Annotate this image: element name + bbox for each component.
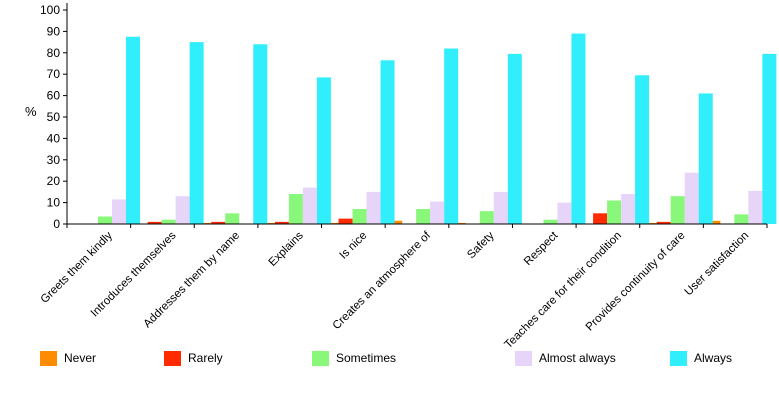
y-tick-label: 90 bbox=[47, 24, 61, 38]
bar-almost-always bbox=[684, 172, 699, 224]
bar-always bbox=[189, 42, 204, 224]
bar-sometimes bbox=[607, 200, 622, 224]
bar-always bbox=[316, 77, 331, 224]
bar-sometimes bbox=[352, 209, 367, 224]
bar-rarely bbox=[338, 218, 353, 224]
y-tick-label: 30 bbox=[47, 153, 61, 167]
y-tick-label: 50 bbox=[47, 110, 61, 124]
y-tick-label: 40 bbox=[47, 131, 61, 145]
bar-sometimes bbox=[225, 213, 240, 224]
bar-never bbox=[706, 220, 721, 224]
bar-sometimes bbox=[734, 214, 749, 224]
bar-sometimes bbox=[543, 219, 558, 224]
legend: Never Rarely Sometimes Almost always Always bbox=[40, 351, 732, 366]
bar-almost-always bbox=[112, 199, 126, 224]
y-tick-label: 20 bbox=[47, 174, 61, 188]
legend-label: Never bbox=[64, 351, 96, 365]
bar-never bbox=[197, 222, 212, 224]
bar-sometimes bbox=[416, 209, 431, 224]
bar-sometimes bbox=[479, 211, 494, 224]
legend-label: Rarely bbox=[188, 351, 223, 365]
x-category-label: Teaches care for their condition bbox=[503, 230, 624, 351]
x-category-label: User satisfaction bbox=[683, 230, 752, 299]
bar-almost-always bbox=[175, 196, 190, 224]
legend-swatch bbox=[515, 351, 532, 366]
bar-never bbox=[642, 222, 657, 224]
x-category-label: Respect bbox=[522, 229, 561, 268]
x-category-label: Safety bbox=[465, 229, 497, 261]
legend-label: Almost always bbox=[539, 351, 616, 365]
bar-always bbox=[571, 33, 586, 224]
bar-always bbox=[126, 36, 140, 224]
legend-swatch bbox=[670, 351, 687, 366]
y-tick-label: 0 bbox=[53, 217, 60, 231]
bar-always bbox=[635, 75, 650, 225]
bar-rarely bbox=[211, 221, 226, 224]
bar-almost-always bbox=[430, 201, 445, 224]
bar-rarely bbox=[593, 213, 608, 224]
bar-sometimes bbox=[288, 194, 303, 224]
bar-sometimes bbox=[670, 196, 685, 224]
x-category-label: Is nice bbox=[337, 230, 369, 262]
y-tick-label: 10 bbox=[47, 196, 61, 210]
bar-never bbox=[260, 222, 275, 224]
y-tick-label: 70 bbox=[47, 67, 61, 81]
y-axis-ticks: 0 10 20 30 40 50 60 70 80 90 100 bbox=[40, 3, 67, 231]
bar-never bbox=[324, 222, 339, 224]
bar-never bbox=[451, 222, 466, 224]
bar-almost-always bbox=[557, 202, 572, 224]
bar-sometimes bbox=[161, 219, 176, 224]
bar-always bbox=[253, 44, 268, 224]
bar-almost-always bbox=[366, 191, 381, 224]
y-tick-label: 100 bbox=[40, 3, 60, 17]
bar-always bbox=[380, 60, 395, 224]
bar-always bbox=[762, 53, 777, 225]
x-category-label: Explains bbox=[267, 229, 306, 268]
x-category-label: Greets them kindly bbox=[39, 229, 115, 305]
bar-always bbox=[698, 93, 713, 225]
bar-rarely bbox=[656, 221, 671, 224]
legend-swatch bbox=[312, 351, 329, 366]
bar-almost-always bbox=[748, 190, 763, 224]
legend-swatch bbox=[164, 351, 181, 366]
bar-never bbox=[388, 220, 403, 224]
bar-rarely bbox=[147, 221, 162, 224]
y-tick-label: 60 bbox=[47, 89, 61, 103]
bar-almost-always bbox=[493, 191, 508, 224]
bars bbox=[98, 33, 777, 225]
y-tick-label: 80 bbox=[47, 46, 61, 60]
legend-swatch bbox=[40, 351, 57, 366]
legend-label: Always bbox=[694, 351, 732, 365]
bar-rarely bbox=[274, 221, 289, 224]
y-axis-label: % bbox=[25, 104, 37, 119]
bar-almost-always bbox=[302, 187, 317, 224]
legend-label: Sometimes bbox=[336, 351, 396, 365]
bar-almost-always bbox=[621, 194, 636, 224]
bar-always bbox=[507, 53, 522, 225]
bar-sometimes bbox=[98, 216, 112, 224]
bar-always bbox=[444, 48, 459, 224]
